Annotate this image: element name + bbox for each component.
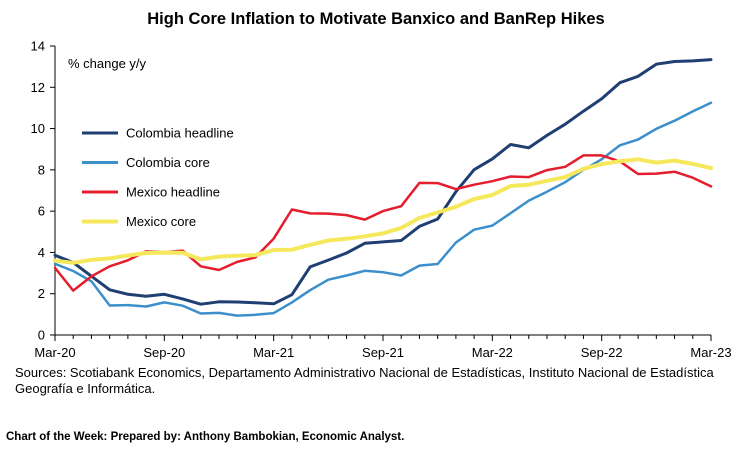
x-tick-label: Mar-22 (472, 345, 513, 360)
legend-label: Mexico core (126, 214, 196, 229)
y-tick-label: 8 (38, 162, 45, 177)
chart-title: High Core Inflation to Motivate Banxico … (147, 10, 605, 28)
legend-label: Mexico headline (126, 185, 220, 200)
y-tick-label: 6 (38, 204, 45, 219)
y-tick-label: 12 (31, 80, 45, 95)
y-tick-label: 2 (38, 286, 45, 301)
legend-label: Colombia headline (126, 126, 234, 141)
x-tick-label: Sep-21 (362, 345, 404, 360)
y-tick-label: 4 (38, 245, 45, 260)
series-line-colombia-core (53, 101, 713, 317)
y-tick-label: 10 (31, 121, 45, 136)
x-tick-label: Mar-23 (690, 345, 731, 360)
footer-credit-text: Prepared by: Anthony Bambokian, Economic… (110, 431, 405, 443)
y-tick-label: 14 (31, 39, 45, 54)
x-tick-label: Mar-20 (34, 345, 75, 360)
chart-series (53, 58, 713, 317)
footer-label: Chart of the Week: (6, 431, 108, 443)
chart-legend: Colombia headline Colombia core Mexico hea… (82, 126, 234, 229)
footer-credit: Chart of the Week: Prepared by: Anthony … (6, 431, 404, 443)
x-tick-label: Sep-20 (143, 345, 185, 360)
chart-axes: 0 2 4 6 8 10 12 14 Mar-20 Sep-20 Mar-21 Sep-21 Mar-2… (31, 39, 732, 361)
sources-note: Sources: Scotiabank Economics, Departame… (15, 365, 714, 396)
x-tick-label: Mar-21 (253, 345, 294, 360)
legend-label: Colombia core (126, 155, 210, 170)
series-line-colombia-headline (53, 58, 713, 306)
line-chart: 0 2 4 6 8 10 12 14 Mar-20 Sep-20 Mar-21 Sep-21 Mar-2… (31, 39, 732, 361)
y-axis-label: % change y/y (68, 56, 147, 71)
y-tick-label: 0 (38, 328, 45, 343)
series-line-mexico-core (53, 157, 713, 265)
x-tick-label: Sep-22 (581, 345, 623, 360)
